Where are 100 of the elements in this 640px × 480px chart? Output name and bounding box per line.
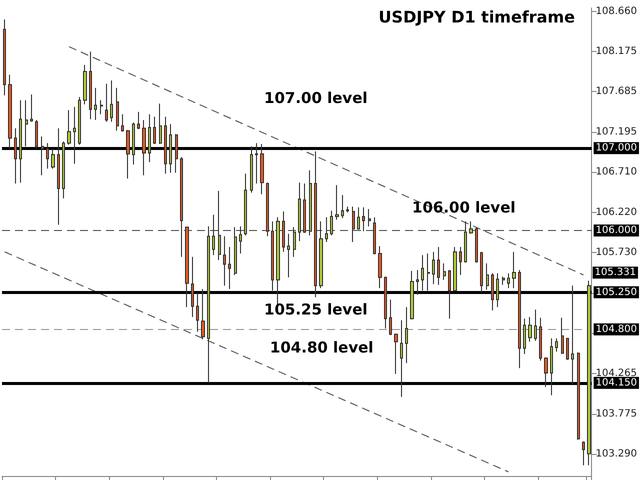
candlestick: [35, 120, 38, 150]
y-tick-label: 105.730: [596, 247, 638, 258]
candlestick: [528, 316, 532, 342]
candlestick: [201, 288, 205, 340]
candlestick: [266, 182, 269, 237]
annotation: 104.80 level: [270, 338, 374, 356]
candlestick: [378, 246, 382, 289]
ref-line-label: 104.150: [596, 377, 638, 388]
candlestick: [46, 142, 49, 170]
candlestick: [325, 216, 328, 242]
candlestick: [496, 272, 499, 308]
candlestick: [352, 206, 355, 242]
candlestick: [100, 100, 103, 115]
candlestick: [116, 87, 119, 132]
candlestick: [169, 124, 172, 174]
candlestick: [571, 285, 574, 384]
candlestick: [448, 270, 451, 320]
candlestick: [319, 220, 323, 289]
candlestick: [491, 272, 494, 311]
candlestick: [105, 83, 108, 122]
candlestick: [255, 142, 258, 184]
candlestick: [566, 338, 569, 360]
candlestick: [271, 220, 274, 292]
candlestick: [223, 236, 226, 286]
candlestick: [110, 80, 113, 122]
candlestick: [244, 173, 247, 236]
candlestick: [550, 338, 553, 396]
candlestick: [218, 190, 221, 261]
candlestick: [121, 114, 124, 132]
candlestick: [561, 317, 564, 355]
annotation: 106.00 level: [412, 198, 516, 216]
candlestick: [212, 214, 215, 256]
candlestick: [432, 251, 435, 285]
candlestick: [51, 148, 55, 170]
candlestick: [341, 194, 344, 219]
candlestick: [394, 332, 398, 374]
y-tick-label: 104.265: [596, 368, 638, 379]
candlestick: [175, 134, 178, 174]
candlestick: [62, 140, 65, 199]
candlestick: [287, 233, 290, 278]
candlestick: [518, 270, 521, 369]
candlestick: [486, 262, 489, 290]
candlestick: [137, 111, 140, 130]
candlestick: [582, 440, 585, 466]
candlestick: [421, 254, 424, 292]
candlestick: [544, 356, 548, 388]
candlestick: [293, 226, 296, 258]
candlestick: [373, 216, 376, 255]
ref-line-label: 106.000: [596, 224, 638, 236]
candlestick: [185, 226, 189, 308]
candlestick: [239, 226, 242, 254]
candlestick: [126, 129, 130, 180]
candlestick: [555, 338, 558, 352]
annotation: 107.00 level: [264, 89, 368, 108]
candlestick: [30, 94, 33, 122]
y-tick-label: 108.175: [596, 46, 638, 57]
candlestick: [330, 210, 333, 236]
candlestick: [8, 74, 12, 150]
candlestick: [78, 96, 81, 146]
candlestick: [464, 220, 467, 264]
candlestick: [94, 87, 97, 121]
candlestick: [153, 116, 156, 144]
candlestick: [346, 206, 349, 213]
candlestick: [368, 208, 371, 227]
candlestick: [14, 128, 17, 184]
annotation: 105.25 level: [264, 300, 368, 318]
y-tick-label: 107.685: [596, 86, 638, 98]
candlestick: [357, 206, 360, 230]
candlestick: [234, 226, 237, 276]
candlestick: [384, 276, 387, 330]
candlestick: [164, 116, 167, 174]
candlestick: [132, 122, 135, 166]
y-tick-label: 106.710: [596, 166, 638, 178]
candlestick: [228, 246, 231, 290]
candlestick: [19, 100, 22, 184]
candlestick: [196, 292, 199, 332]
candlestick: [587, 280, 591, 466]
candlestick: [282, 211, 285, 252]
candlestick: [191, 256, 194, 318]
candlestick: [260, 143, 264, 195]
candlestick: [416, 270, 419, 296]
candlestick: [577, 352, 580, 440]
candlestick: [83, 64, 87, 105]
candlestick: [303, 183, 306, 234]
candlestick: [25, 100, 28, 147]
candlestick: [534, 309, 537, 342]
y-tick-label: 106.220: [596, 206, 638, 218]
candlestick: [523, 318, 526, 355]
candlestick: [410, 270, 414, 320]
candlestick: [335, 184, 339, 220]
candlestick: [437, 246, 440, 286]
candlestick: [443, 262, 446, 280]
candlestick: [67, 110, 71, 146]
candlestick: [502, 276, 505, 286]
candlestick: [405, 306, 408, 364]
candlestick: [3, 19, 6, 96]
candlestick: [207, 226, 210, 384]
candlestick: [400, 320, 403, 398]
candlestick: [314, 150, 317, 298]
candlestick: [475, 226, 478, 264]
